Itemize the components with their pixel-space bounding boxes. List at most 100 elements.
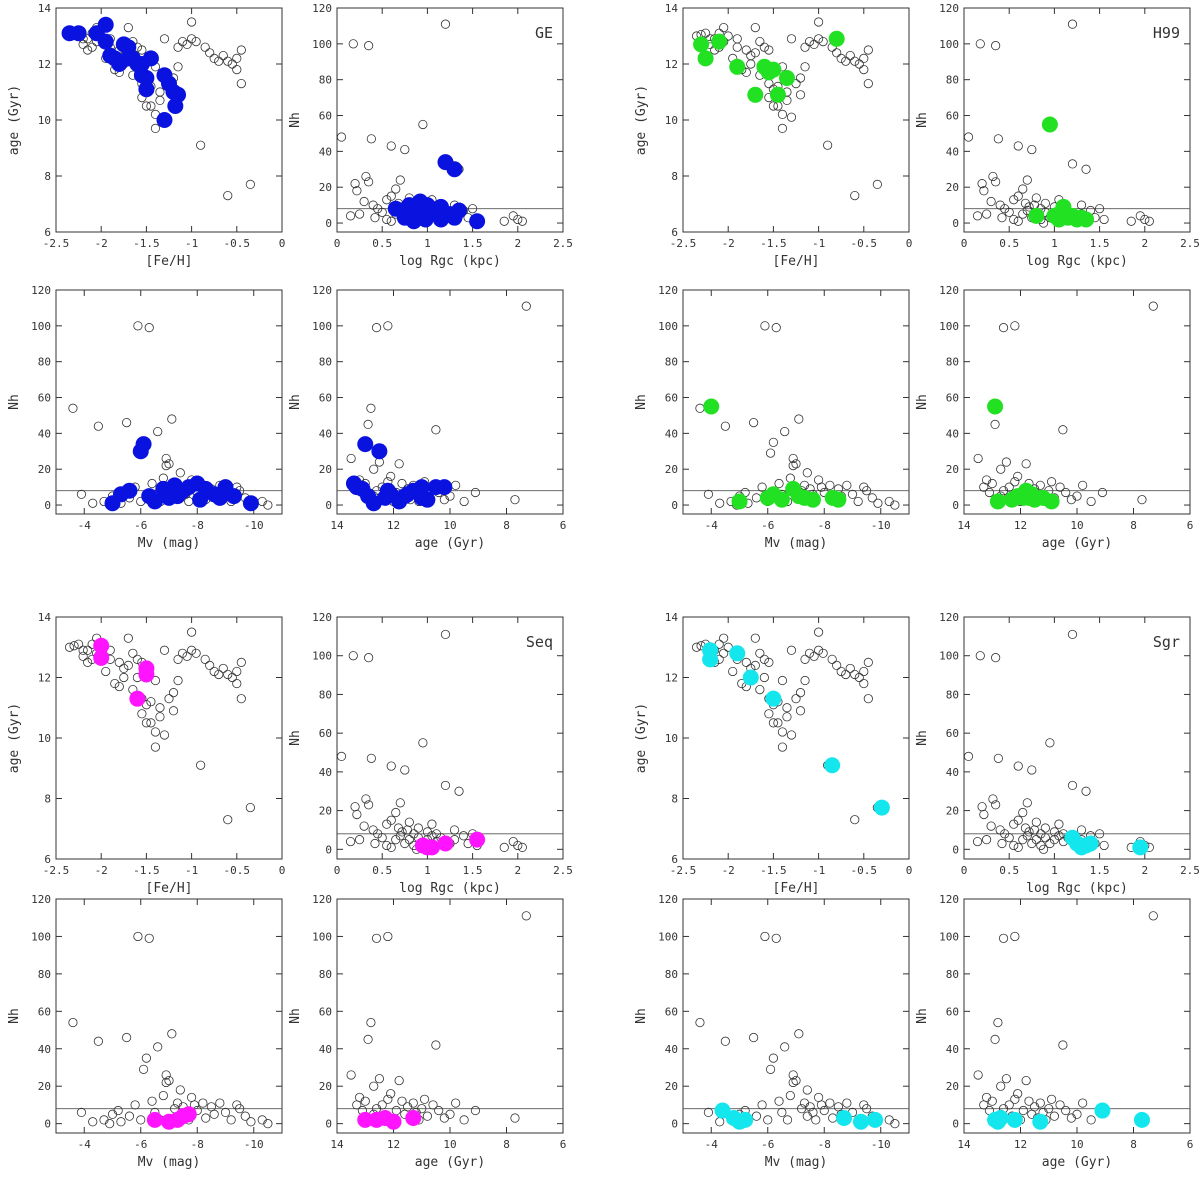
x-tick-label: -4: [705, 1138, 719, 1151]
data-point-background: [159, 645, 170, 655]
data-point-background: [1022, 798, 1032, 808]
data-point-background: [802, 1111, 812, 1121]
data-point-background: [363, 419, 373, 429]
x-axis-label: log Rgc (kpc): [399, 254, 501, 269]
data-point-background: [990, 1034, 1000, 1045]
x-tick-label: 0: [961, 864, 968, 877]
data-point-background: [369, 464, 379, 474]
data-point-background: [795, 90, 806, 100]
x-tick-label: 10: [1070, 1138, 1083, 1151]
y-tick-label: 20: [319, 805, 332, 818]
data-point-background: [719, 633, 729, 643]
data-point-background: [794, 1029, 804, 1039]
panel-tag: GE: [535, 24, 553, 42]
data-point-background: [695, 1017, 705, 1028]
data-point-background: [209, 53, 219, 64]
data-point-background: [173, 42, 183, 52]
data-point-background: [383, 931, 393, 942]
data-point-background: [873, 498, 883, 508]
data-point-background: [760, 321, 770, 331]
x-tick-label: -2: [722, 237, 735, 250]
data-point-background: [863, 657, 873, 667]
data-point-background: [746, 59, 756, 69]
data-point-sgr: [836, 1110, 853, 1127]
data-point-seq: [423, 839, 440, 856]
data-point-background: [759, 654, 769, 664]
data-point-background: [1013, 471, 1023, 481]
y-tick-label: 40: [665, 1043, 678, 1056]
y-tick-label: 100: [312, 38, 332, 51]
data-point-sgr: [1132, 839, 1149, 856]
data-point-background: [370, 838, 380, 849]
data-point-background: [177, 36, 188, 47]
data-point-background: [773, 718, 783, 728]
x-tick-label: 6: [1187, 519, 1194, 532]
data-point-background: [88, 1117, 98, 1127]
data-point-background: [191, 36, 201, 47]
data-point-background: [797, 1104, 807, 1114]
x-tick-label: 2: [514, 864, 521, 877]
data-point-background: [863, 79, 873, 89]
data-point-ge: [156, 112, 173, 128]
data-point-background: [223, 56, 233, 66]
data-point-background: [816, 1100, 827, 1110]
data-point-background: [800, 675, 810, 686]
data-point-background: [364, 800, 374, 810]
y-tick-label: 20: [319, 1080, 332, 1093]
data-point-background: [850, 669, 860, 680]
data-point-background: [138, 1064, 149, 1074]
data-point-background: [1148, 301, 1158, 311]
x-tick-label: -1.5: [760, 237, 787, 250]
data-point-h99: [729, 58, 746, 75]
y-tick-label: 100: [939, 320, 959, 333]
y-tick-label: 80: [946, 968, 959, 981]
data-point-background: [786, 730, 797, 740]
data-point-h99: [1041, 116, 1058, 133]
x-tick-label: 1: [1051, 864, 1058, 877]
panel-tag: H99: [1153, 24, 1180, 42]
y-tick-label: 6: [671, 853, 678, 866]
y-tick-label: 60: [319, 727, 332, 740]
data-point-background: [499, 216, 509, 226]
data-point-background: [1126, 216, 1136, 226]
data-point-background: [336, 132, 347, 142]
x-tick-label: -1.5: [760, 864, 787, 877]
data-point-background: [413, 823, 423, 833]
data-point-background: [719, 23, 729, 33]
data-point-background: [161, 453, 171, 464]
data-point-background: [147, 1096, 157, 1106]
data-point-background: [795, 688, 806, 698]
panel-h99-mv_nh: -4 -6 -8 -10 0 20 40 60 80 100 120 Mv (mag) Nh: [634, 284, 910, 551]
data-point-seq: [146, 1111, 163, 1128]
data-point-background: [386, 842, 396, 852]
data-point-ge: [138, 70, 155, 86]
data-point-background: [377, 833, 387, 843]
data-point-background: [1004, 833, 1014, 843]
data-point-background: [987, 1096, 997, 1106]
data-point-background: [1009, 214, 1019, 225]
data-point-background: [841, 56, 851, 66]
data-point-background: [83, 645, 93, 655]
data-point-background: [1004, 1100, 1014, 1110]
y-axis-label: Nh: [634, 394, 649, 410]
data-point-background: [459, 1115, 469, 1125]
data-point-background: [187, 645, 197, 655]
data-point-ge: [436, 479, 453, 496]
y-tick-label: 8: [44, 793, 51, 806]
data-point-background: [123, 633, 133, 643]
data-point-background: [973, 1070, 983, 1080]
data-point-background: [101, 666, 111, 677]
data-point-seq: [93, 637, 110, 654]
x-tick-label: -6: [134, 1138, 147, 1151]
data-point-background: [223, 669, 233, 680]
data-point-background: [445, 1109, 455, 1119]
y-tick-label: 60: [319, 110, 332, 123]
data-point-background: [782, 712, 792, 722]
data-point-background: [361, 794, 371, 804]
y-tick-label: 120: [658, 893, 678, 906]
data-point-sgr: [1032, 1113, 1049, 1130]
data-point-sgr: [867, 1111, 884, 1128]
y-tick-label: 0: [325, 843, 332, 856]
data-point-h99: [804, 491, 821, 508]
panel-h99-feh_age: -2.5 -2 -1.5 -1 -0.5 0 6 8 10 12 14 [Fe/H] age (Gyr): [634, 2, 912, 269]
